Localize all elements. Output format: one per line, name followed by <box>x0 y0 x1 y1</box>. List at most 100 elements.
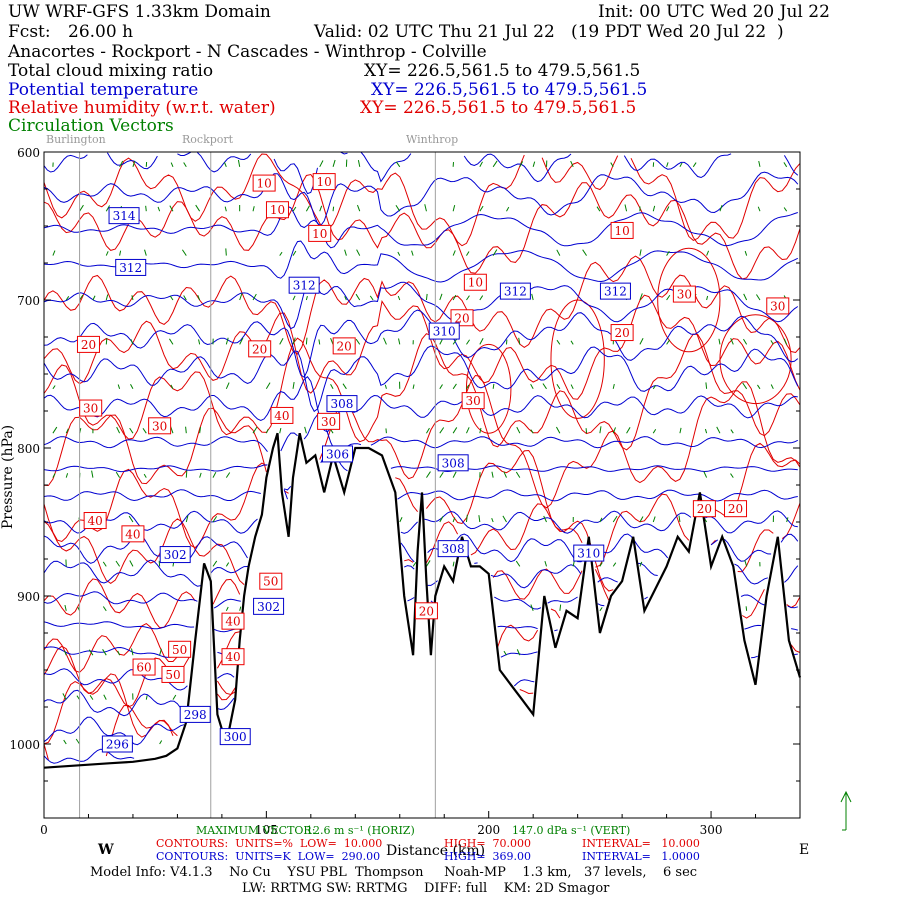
circulation-vector <box>356 204 361 212</box>
circulation-vector <box>556 383 561 390</box>
rh-contour <box>44 638 555 707</box>
circulation-vector <box>199 472 202 478</box>
rh-contour <box>43 294 801 400</box>
theta-contour-high: HIGH= 369.00 <box>444 850 532 863</box>
circulation-vector <box>515 471 521 478</box>
theta-contour-label-box <box>253 597 285 615</box>
circulation-vector <box>225 562 230 567</box>
circulation-vector <box>128 515 134 523</box>
circulation-vector <box>330 384 334 390</box>
circulation-vector <box>105 251 109 256</box>
rh-contour-label-box <box>450 309 474 327</box>
circulation-vector <box>305 295 308 301</box>
circulation-vector <box>652 384 657 390</box>
circulation-vector <box>79 294 84 301</box>
circulation-vector <box>599 562 603 567</box>
rh-contour <box>43 374 801 509</box>
circulation-vector <box>92 295 96 301</box>
theta-contour <box>43 748 135 764</box>
circulation-vector <box>145 205 147 212</box>
circulation-vector <box>599 426 602 434</box>
rh-contour-label-box <box>308 224 332 242</box>
circulation-vector <box>144 249 147 256</box>
circulation-vector <box>116 426 121 434</box>
circulation-vector <box>225 248 227 256</box>
circulation-vector <box>356 249 361 256</box>
circulation-vector <box>117 384 121 389</box>
y-tick-label: 600 <box>17 146 40 160</box>
circulation-vector <box>411 250 414 256</box>
circulation-vector <box>145 695 148 700</box>
rh-contour-high: HIGH= 70.000 <box>444 837 532 850</box>
circulation-vector <box>452 561 455 567</box>
circulation-vector <box>756 294 761 301</box>
circulation-vector <box>399 517 403 523</box>
circulation-vector <box>412 561 417 567</box>
rh-contour-label: 40 <box>225 650 240 664</box>
circulation-vector <box>466 384 470 390</box>
model-physics: LW: RRTMG SW: RRTMG DIFF: full KM: 2D Sm… <box>242 881 610 896</box>
circulation-vector <box>130 384 134 390</box>
circulation-vector <box>252 206 255 212</box>
rh-contour-label: 40 <box>88 514 103 528</box>
circulation-vector <box>131 295 134 301</box>
circulation-vector <box>129 560 134 567</box>
circulation-vector <box>596 206 601 212</box>
circulation-vector <box>75 738 80 745</box>
rh-contour-label-box <box>148 417 172 435</box>
circulation-vector <box>466 295 470 301</box>
circulation-vector <box>105 205 111 212</box>
theta-contour-label-box <box>437 454 469 472</box>
circulation-vector <box>452 204 456 212</box>
theta-contour <box>43 171 799 227</box>
circulation-vector <box>117 650 121 656</box>
circulation-vector <box>369 295 374 301</box>
theta-contour-label-box <box>288 276 320 294</box>
rh-closed-contour <box>657 247 721 353</box>
circulation-vector <box>172 694 177 700</box>
circulation-vector <box>102 561 107 567</box>
rh-contour-label-box <box>168 640 192 658</box>
rh-closed-contour <box>719 314 792 405</box>
rh-contour-label-box <box>221 648 245 666</box>
circulation-vector <box>319 160 324 168</box>
rh-contour-label-box <box>766 297 790 315</box>
rh-contour-label: 40 <box>225 615 240 629</box>
circulation-vector <box>599 607 603 612</box>
rh-contour-label-box <box>414 602 438 620</box>
circulation-vector <box>292 381 295 389</box>
circulation-vector <box>225 382 230 390</box>
circulation-vector <box>119 160 124 168</box>
theta-contour <box>43 689 235 717</box>
theta-contour <box>43 591 798 610</box>
rh-contour-label: 50 <box>165 668 180 682</box>
y-tick-label: 900 <box>17 590 40 604</box>
circulation-vector <box>570 160 574 168</box>
circulation-vector <box>678 515 681 523</box>
circulation-vector <box>612 427 616 434</box>
circulation-vector <box>492 383 495 389</box>
rh-contour-label-box <box>610 324 634 342</box>
circulation-vector <box>599 517 603 523</box>
circulation-vector <box>169 205 174 212</box>
circulation-vector <box>502 515 507 523</box>
rh-contour <box>43 255 801 355</box>
east-label: E <box>799 842 810 858</box>
circulation-vector <box>52 385 56 390</box>
rh-contour-label: 10 <box>317 175 332 189</box>
rh-contour-label-box <box>332 337 356 355</box>
circulation-vector <box>466 339 470 345</box>
circulation-vector <box>556 339 561 345</box>
theta-contour-label: 296 <box>106 738 129 752</box>
y-tick-label: 700 <box>17 294 40 308</box>
theta-contour <box>43 489 798 502</box>
circulation-vector <box>292 295 296 301</box>
rh-contour-label: 20 <box>454 311 469 325</box>
rh-contour-label-box <box>692 500 716 518</box>
circulation-vector <box>479 427 482 434</box>
circulation-vector <box>185 426 187 434</box>
location-winthrop: Winthrop <box>406 133 459 146</box>
rh-contour-label: 10 <box>312 227 327 241</box>
circulation-vector <box>652 516 656 523</box>
